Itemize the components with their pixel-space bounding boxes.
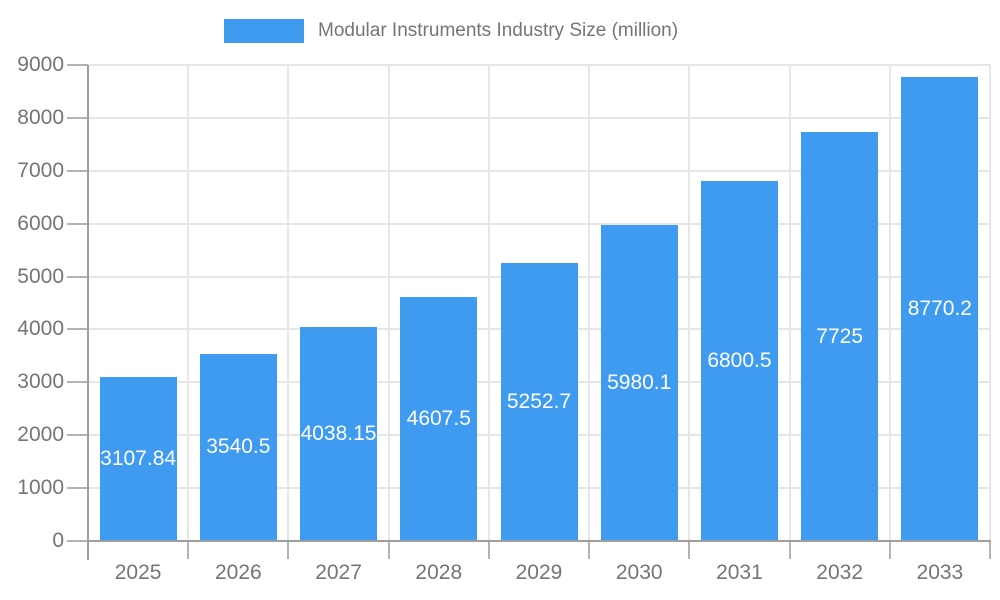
y-axis-tick bbox=[67, 487, 88, 490]
y-axis-label: 8000 bbox=[17, 105, 64, 129]
y-axis-tick bbox=[67, 328, 88, 331]
x-axis-label: 2028 bbox=[415, 561, 463, 584]
bar-value-label: 6800.5 bbox=[707, 349, 772, 373]
bar-value-label: 7725 bbox=[816, 324, 864, 348]
x-axis-tick bbox=[187, 541, 190, 559]
y-axis-label: 1000 bbox=[17, 476, 64, 500]
x-gridline bbox=[888, 65, 891, 541]
bar[interactable]: 4038.15 bbox=[300, 327, 378, 541]
y-gridline bbox=[88, 169, 990, 172]
y-axis-tick bbox=[67, 169, 88, 172]
x-gridline bbox=[989, 65, 991, 541]
x-axis-label: 2026 bbox=[214, 561, 262, 584]
x-axis-tick bbox=[387, 541, 390, 559]
bar[interactable]: 6800.5 bbox=[700, 181, 778, 541]
y-axis-tick bbox=[67, 275, 88, 278]
y-gridline bbox=[88, 116, 990, 119]
x-axis-tick bbox=[688, 541, 691, 559]
y-axis-tick bbox=[67, 64, 88, 66]
bar-value-label: 8770.2 bbox=[907, 297, 972, 321]
x-axis-label: 2033 bbox=[916, 561, 964, 584]
x-axis-label: 2029 bbox=[515, 561, 563, 584]
y-axis-tick bbox=[67, 434, 88, 437]
x-axis-tick bbox=[287, 541, 290, 559]
bar-value-label: 3540.5 bbox=[206, 435, 271, 459]
x-gridline bbox=[588, 65, 591, 541]
y-axis-tick bbox=[67, 540, 88, 542]
x-axis-tick bbox=[989, 541, 991, 559]
x-gridline bbox=[688, 65, 691, 541]
x-axis-label: 2031 bbox=[716, 561, 763, 584]
y-axis-label: 4000 bbox=[17, 317, 64, 341]
x-axis-label: 2032 bbox=[816, 561, 864, 584]
bar[interactable]: 3107.84 bbox=[99, 376, 177, 541]
bar[interactable]: 8770.2 bbox=[901, 77, 979, 541]
x-axis-label: 2030 bbox=[615, 561, 663, 584]
x-gridline bbox=[287, 65, 290, 541]
y-axis-label: 7000 bbox=[17, 158, 64, 182]
y-axis-label: 0 bbox=[52, 529, 64, 552]
bar-value-label: 5252.7 bbox=[506, 390, 572, 414]
y-axis-line bbox=[87, 65, 89, 560]
y-axis-tick bbox=[67, 381, 88, 384]
bar[interactable]: 3540.5 bbox=[199, 353, 277, 541]
legend-swatch bbox=[224, 19, 304, 43]
y-axis-label: 9000 bbox=[17, 53, 64, 76]
chart-title: Modular Instruments Industry Size (milli… bbox=[318, 20, 679, 41]
x-axis-tick bbox=[588, 541, 591, 559]
x-gridline bbox=[788, 65, 791, 541]
x-axis-line bbox=[87, 540, 991, 542]
x-axis-label: 2027 bbox=[315, 561, 362, 584]
x-gridline bbox=[187, 65, 190, 541]
y-axis-label: 5000 bbox=[17, 264, 64, 288]
x-axis-tick bbox=[888, 541, 891, 559]
y-axis-label: 2000 bbox=[17, 423, 64, 447]
chart-legend: Modular Instruments Industry Size (milli… bbox=[224, 19, 678, 43]
bar[interactable]: 4607.5 bbox=[400, 297, 478, 541]
y-axis-tick bbox=[67, 222, 88, 225]
x-axis-tick bbox=[487, 541, 490, 559]
y-axis-label: 6000 bbox=[17, 211, 64, 235]
bar[interactable]: 5252.7 bbox=[500, 263, 578, 541]
y-axis-label: 3000 bbox=[17, 370, 64, 394]
bar-value-label: 3107.84 bbox=[100, 446, 177, 470]
y-gridline bbox=[88, 222, 990, 225]
y-axis-tick bbox=[67, 116, 88, 119]
x-axis-label: 2025 bbox=[114, 561, 162, 584]
x-gridline bbox=[387, 65, 390, 541]
x-axis-tick bbox=[788, 541, 791, 559]
bar[interactable]: 7725 bbox=[801, 132, 879, 541]
y-gridline bbox=[88, 64, 990, 66]
bar-value-label: 5980.1 bbox=[607, 370, 672, 394]
bar-value-label: 4038.15 bbox=[300, 422, 377, 446]
bar[interactable]: 5980.1 bbox=[600, 224, 678, 541]
bar-value-label: 4607.5 bbox=[406, 407, 471, 431]
x-gridline bbox=[487, 65, 490, 541]
